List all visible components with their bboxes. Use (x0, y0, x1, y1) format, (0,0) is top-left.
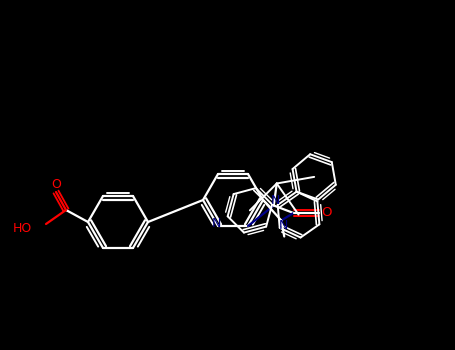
Text: O: O (51, 178, 61, 191)
Text: N: N (278, 219, 288, 232)
Text: N: N (211, 217, 221, 231)
Text: N: N (271, 194, 280, 207)
Text: O: O (321, 206, 332, 219)
Text: HO: HO (13, 223, 32, 236)
